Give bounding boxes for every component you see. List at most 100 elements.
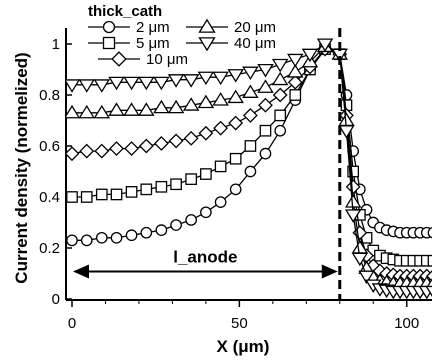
l-anode-annotation: l_anode <box>73 248 338 279</box>
legend-label: 5 μm <box>136 35 170 52</box>
data-point <box>201 207 211 217</box>
legend-label: 20 μm <box>234 19 276 36</box>
data-point <box>275 126 285 136</box>
data-point <box>109 104 123 116</box>
data-point <box>110 142 123 155</box>
data-point <box>214 122 227 135</box>
legend-item-10-m: 10 μm <box>98 51 188 68</box>
data-point <box>170 134 183 147</box>
data-point <box>303 49 317 61</box>
y-tick-label: 0.6 <box>39 138 60 155</box>
data-point <box>97 189 107 199</box>
data-point <box>214 72 228 84</box>
legend-marker <box>199 20 214 32</box>
y-axis-title: Current density (normelized) <box>12 52 31 283</box>
x-tick-label: 0 <box>68 315 76 332</box>
data-point <box>65 80 79 92</box>
data-point <box>229 91 243 103</box>
legend-label: 40 μm <box>234 35 276 52</box>
data-point <box>186 215 196 225</box>
legend-label: 2 μm <box>136 19 170 36</box>
data-point <box>245 166 255 176</box>
data-point <box>201 169 211 179</box>
series-group <box>65 39 432 298</box>
data-point <box>229 117 242 130</box>
data-point <box>155 137 168 150</box>
legend: thick_cath 2 μm5 μm10 μm 20 μm40 μm <box>88 3 276 68</box>
legend-title: thick_cath <box>88 3 162 20</box>
data-point <box>171 179 181 189</box>
x-axis-title: X (μm) <box>217 337 270 356</box>
data-point <box>186 174 196 184</box>
data-point <box>215 197 225 207</box>
data-point <box>141 228 151 238</box>
data-point <box>139 77 153 89</box>
series-line <box>72 49 432 276</box>
data-point <box>67 192 77 202</box>
legend-item-2-m: 2 μm <box>88 19 170 36</box>
data-point <box>154 77 168 89</box>
data-point <box>273 60 287 72</box>
legend-item-5-m: 5 μm <box>88 35 170 52</box>
data-point <box>95 80 109 92</box>
data-point <box>245 141 255 151</box>
data-point <box>126 187 136 197</box>
data-point <box>244 109 257 122</box>
data-point <box>230 184 240 194</box>
data-point <box>111 233 121 243</box>
data-point <box>184 75 198 87</box>
data-point <box>290 90 300 100</box>
y-tick-label: 1 <box>52 36 60 53</box>
y-tick-label: 0.8 <box>39 87 60 104</box>
legend-item-20-m: 20 μm <box>186 19 276 36</box>
legend-marker <box>104 22 115 33</box>
data-point <box>66 147 79 160</box>
annotation-arrowhead-left <box>73 265 89 279</box>
data-point <box>82 192 92 202</box>
data-point <box>230 154 240 164</box>
annotation-label: l_anode <box>173 248 237 267</box>
data-point <box>171 220 181 230</box>
data-point <box>260 148 270 158</box>
data-point <box>125 142 138 155</box>
data-point <box>428 256 432 266</box>
data-point <box>95 145 108 158</box>
annotation-arrowhead-right <box>322 265 338 279</box>
y-tick-label: 0 <box>52 291 60 308</box>
legend-marker <box>112 52 126 66</box>
y-tick-label: 0.4 <box>39 189 60 206</box>
data-point <box>288 54 302 66</box>
data-point <box>141 184 151 194</box>
data-point <box>156 182 166 192</box>
x-tick-label: 100 <box>394 315 419 332</box>
data-point <box>97 233 107 243</box>
data-point <box>124 104 138 116</box>
legend-marker <box>104 38 115 49</box>
data-point <box>275 110 285 120</box>
data-point <box>80 106 94 118</box>
data-point <box>156 225 166 235</box>
data-point <box>124 77 138 89</box>
legend-marker <box>199 38 214 50</box>
data-point <box>65 106 79 118</box>
data-point <box>154 101 168 113</box>
data-point <box>111 189 121 199</box>
y-tick-label: 0.2 <box>39 240 60 257</box>
data-point <box>215 161 225 171</box>
data-point <box>82 235 92 245</box>
data-point <box>126 230 136 240</box>
data-point <box>185 132 198 145</box>
legend-item-40-m: 40 μm <box>186 35 276 52</box>
data-point <box>199 127 212 140</box>
data-point <box>67 235 77 245</box>
legend-label: 10 μm <box>146 51 188 68</box>
data-point <box>273 73 287 85</box>
data-point <box>80 145 93 158</box>
x-tick-label: 50 <box>231 315 248 332</box>
data-point <box>140 140 153 153</box>
data-point <box>258 81 272 93</box>
data-point <box>260 126 270 136</box>
data-point <box>259 99 272 112</box>
